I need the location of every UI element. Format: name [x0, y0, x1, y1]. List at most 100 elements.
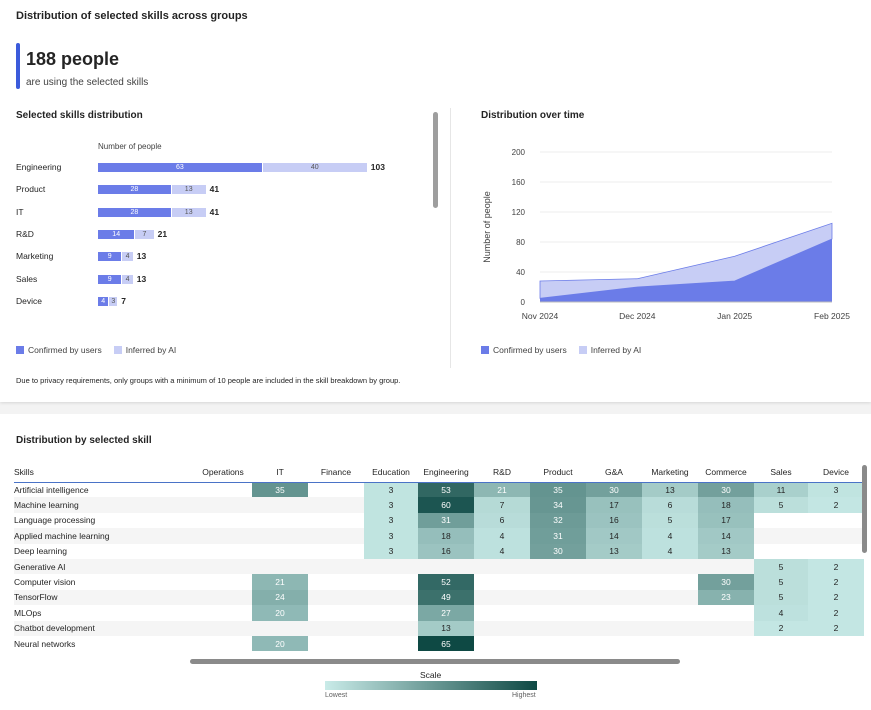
bar-confirmed[interactable]: 9	[98, 252, 122, 262]
vertical-scrollbar[interactable]	[862, 465, 867, 553]
column-header[interactable]: IT	[252, 462, 308, 483]
heat-cell[interactable]: 7	[474, 497, 530, 513]
horizontal-scrollbar[interactable]	[190, 659, 680, 664]
heat-cell[interactable]: 5	[754, 497, 808, 513]
column-header[interactable]: Engineering	[418, 462, 474, 483]
bar-confirmed[interactable]: 14	[98, 229, 135, 239]
heat-cell[interactable]: 3	[364, 482, 418, 498]
heat-cell[interactable]: 16	[418, 543, 474, 559]
people-subtitle: are using the selected skills	[26, 77, 149, 88]
column-header[interactable]: Skills	[14, 462, 194, 483]
bar-inferred[interactable]: 4	[122, 252, 133, 262]
heat-cell[interactable]: 11	[754, 482, 808, 498]
bar-confirmed[interactable]: 28	[98, 207, 171, 217]
heat-cell[interactable]: 34	[530, 497, 586, 513]
area-confirmed	[540, 239, 832, 302]
heat-cell[interactable]: 2	[808, 589, 864, 606]
column-header[interactable]: Commerce	[698, 462, 754, 483]
bar-confirmed[interactable]: 28	[98, 185, 171, 195]
heat-cell[interactable]: 4	[474, 528, 530, 544]
heat-cell[interactable]: 13	[642, 482, 698, 498]
heat-cell[interactable]: 35	[530, 482, 586, 498]
column-header[interactable]: Device	[808, 462, 864, 483]
heat-cell	[754, 513, 808, 528]
scale-title: Scale	[420, 670, 442, 680]
bar-inferred[interactable]: 4	[122, 274, 133, 284]
heat-cell[interactable]: 30	[586, 482, 642, 498]
heat-cell[interactable]: 35	[252, 482, 308, 498]
heat-cell[interactable]: 21	[252, 574, 308, 590]
heat-cell[interactable]: 13	[698, 543, 754, 559]
heat-cell[interactable]: 23	[698, 589, 754, 606]
heat-cell[interactable]: 31	[418, 512, 474, 529]
heat-cell[interactable]: 30	[698, 574, 754, 590]
heat-cell[interactable]: 27	[418, 605, 474, 621]
heat-cell[interactable]: 6	[642, 497, 698, 513]
bar-inferred[interactable]: 13	[171, 185, 206, 195]
heat-cell	[586, 558, 642, 575]
heat-cell[interactable]: 5	[642, 512, 698, 529]
heat-cell[interactable]: 60	[418, 497, 474, 513]
heat-cell	[308, 558, 364, 575]
column-header[interactable]: Product	[530, 462, 586, 483]
heat-cell[interactable]: 18	[698, 497, 754, 513]
heat-cell[interactable]: 49	[418, 589, 474, 606]
heat-cell[interactable]: 20	[252, 605, 308, 621]
column-header[interactable]: R&D	[474, 462, 530, 483]
heat-cell[interactable]: 17	[698, 512, 754, 529]
bar-confirmed[interactable]: 9	[98, 274, 122, 284]
heat-cell	[194, 589, 252, 606]
heat-cell[interactable]: 6	[474, 512, 530, 529]
chart-scrollbar[interactable]	[433, 112, 438, 208]
heatmap-table: Skills Operations IT Finance Education Engine…	[14, 462, 864, 652]
heat-cell[interactable]: 65	[418, 635, 474, 652]
heat-cell[interactable]: 2	[808, 620, 864, 636]
heat-cell[interactable]: 2	[754, 620, 808, 636]
bar-inferred[interactable]: 7	[135, 229, 154, 239]
heat-cell[interactable]: 30	[530, 543, 586, 559]
column-header[interactable]: Finance	[308, 462, 364, 483]
heat-cell[interactable]: 14	[586, 528, 642, 544]
heat-cell[interactable]: 32	[530, 512, 586, 529]
heat-cell[interactable]: 4	[642, 528, 698, 544]
heat-cell[interactable]: 30	[698, 482, 754, 498]
column-header[interactable]: Marketing	[642, 462, 698, 483]
heat-cell[interactable]: 16	[586, 512, 642, 529]
heat-cell[interactable]: 4	[642, 543, 698, 559]
heat-cell[interactable]: 24	[252, 589, 308, 606]
heat-cell[interactable]: 21	[474, 482, 530, 498]
bar-confirmed[interactable]: 63	[98, 163, 262, 172]
heat-cell[interactable]: 13	[418, 620, 474, 636]
heat-cell[interactable]: 18	[418, 528, 474, 544]
heat-cell[interactable]: 31	[530, 528, 586, 544]
bar-inferred[interactable]: 13	[171, 207, 206, 217]
bar-confirmed[interactable]: 4	[98, 296, 109, 306]
heat-cell[interactable]: 4	[754, 605, 808, 621]
column-header[interactable]: G&A	[586, 462, 642, 483]
heat-cell[interactable]: 4	[474, 543, 530, 559]
heat-cell[interactable]: 3	[808, 482, 864, 498]
bar-inferred[interactable]: 40	[262, 163, 367, 172]
heat-cell[interactable]: 2	[808, 605, 864, 621]
heat-cell[interactable]: 3	[364, 528, 418, 544]
heat-cell[interactable]: 13	[586, 543, 642, 559]
heat-cell[interactable]: 2	[808, 497, 864, 513]
heat-cell[interactable]: 3	[364, 497, 418, 513]
heat-cell[interactable]: 3	[364, 512, 418, 529]
heat-cell[interactable]: 53	[418, 482, 474, 498]
heat-cell[interactable]: 5	[754, 558, 808, 575]
column-header[interactable]: Education	[364, 462, 418, 483]
column-header[interactable]: Sales	[754, 462, 808, 483]
heat-cell[interactable]: 5	[754, 574, 808, 590]
heat-cell[interactable]: 20	[252, 635, 308, 652]
bar-inferred[interactable]: 3	[109, 296, 118, 306]
heat-cell[interactable]: 17	[586, 497, 642, 513]
heat-cell[interactable]: 2	[808, 558, 864, 575]
skill-name: Computer vision	[14, 577, 76, 588]
heat-cell[interactable]: 14	[698, 528, 754, 544]
heat-cell[interactable]: 52	[418, 574, 474, 590]
column-header[interactable]: Operations	[194, 462, 252, 483]
heat-cell[interactable]: 3	[364, 543, 418, 559]
heat-cell[interactable]: 5	[754, 589, 808, 606]
heat-cell[interactable]: 2	[808, 574, 864, 590]
